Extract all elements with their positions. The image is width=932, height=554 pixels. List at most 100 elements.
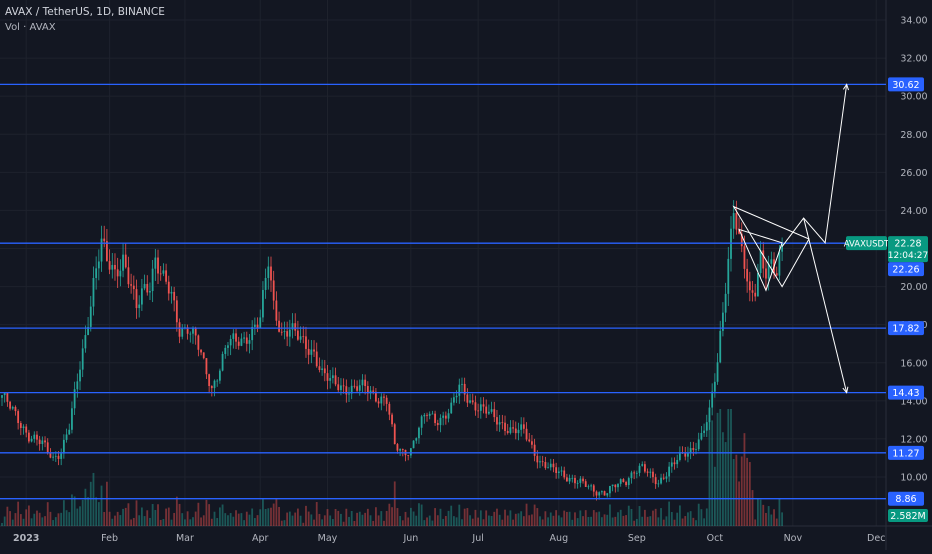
candle-body xyxy=(592,485,595,492)
volume-bar xyxy=(563,510,566,526)
volume-bar xyxy=(353,520,356,526)
volume-bar xyxy=(229,513,232,526)
candle-body xyxy=(326,373,329,381)
volume-bar xyxy=(436,515,439,526)
candle-body xyxy=(746,268,749,282)
x-tick-label: 2023 xyxy=(13,533,39,544)
volume-bar xyxy=(662,519,665,526)
volume-tag xyxy=(888,509,928,522)
volume-bar xyxy=(560,517,563,526)
candle-body xyxy=(192,328,194,334)
last-price-text: 22.28 xyxy=(894,239,921,250)
candle-body xyxy=(471,400,474,403)
volume-bar xyxy=(270,507,272,526)
volume-bar xyxy=(485,510,488,526)
candle-body xyxy=(751,290,754,293)
volume-bar xyxy=(345,508,348,526)
candle-body xyxy=(676,459,679,465)
candle-body xyxy=(544,461,547,468)
volume-bar xyxy=(630,508,633,526)
candle-body xyxy=(450,402,453,414)
candle-body xyxy=(528,439,531,442)
volume-bar xyxy=(189,519,192,526)
candle-body xyxy=(477,410,480,412)
volume-bar xyxy=(202,515,205,526)
y-tick-label: 12.00 xyxy=(900,434,927,445)
volume-bar xyxy=(641,516,644,526)
candle-body xyxy=(708,407,711,423)
candle-body xyxy=(412,440,415,449)
volume-bar xyxy=(366,508,369,526)
volume-bar xyxy=(409,507,412,526)
candle-body xyxy=(778,251,781,276)
candle-body xyxy=(689,448,692,453)
volume-bar xyxy=(496,508,498,526)
candle-body xyxy=(415,438,418,441)
volume-bar xyxy=(383,520,385,526)
candle-body xyxy=(356,386,358,391)
volume-bar xyxy=(89,481,92,526)
candle-body xyxy=(668,466,671,477)
volume-bar xyxy=(337,510,340,526)
candle-body xyxy=(428,413,431,416)
volume-bar xyxy=(95,497,98,526)
last-price-tag xyxy=(888,236,928,263)
volume-bar xyxy=(3,516,6,526)
volume-bar xyxy=(423,520,426,526)
volume-bar xyxy=(695,520,697,526)
volume-bar xyxy=(552,515,555,526)
y-tick-label: 16.00 xyxy=(900,358,927,369)
x-tick-label: Jul xyxy=(471,533,483,544)
candle-body xyxy=(76,381,79,390)
candle-body xyxy=(377,401,380,404)
candle-body xyxy=(221,353,224,371)
candle-body xyxy=(568,477,571,482)
candle-body xyxy=(342,385,345,387)
volume-bar xyxy=(582,516,584,526)
volume-bar xyxy=(412,511,415,526)
volume-bar xyxy=(458,504,461,526)
volume-bar xyxy=(477,517,480,526)
candle-body xyxy=(716,362,719,382)
volume-bar xyxy=(253,518,256,526)
candle-body xyxy=(358,385,361,391)
volume-bar xyxy=(716,412,719,526)
candle-body xyxy=(595,491,598,496)
volume-bar xyxy=(622,515,625,526)
volume-bar xyxy=(323,515,326,526)
x-tick-label: Mar xyxy=(176,533,194,544)
candle-body xyxy=(665,476,668,479)
candle-body xyxy=(272,280,275,301)
candle-body xyxy=(657,483,660,485)
candle-body xyxy=(170,291,173,294)
candle-body xyxy=(684,452,687,457)
candle-body xyxy=(119,270,122,277)
volume-bar xyxy=(307,511,310,526)
candle-body xyxy=(366,386,369,394)
volume-bar xyxy=(302,522,305,526)
candle-body xyxy=(157,257,159,274)
candle-body xyxy=(364,379,367,387)
candle-body xyxy=(138,304,141,309)
candle-body xyxy=(208,374,211,387)
volume-bar xyxy=(100,485,103,526)
candle-body xyxy=(41,440,44,444)
volume-bar xyxy=(711,420,714,526)
volume-bar xyxy=(617,512,619,526)
volume-bar xyxy=(555,510,558,526)
volume-bar xyxy=(213,511,216,526)
volume-bar xyxy=(60,512,63,526)
volume-bar xyxy=(149,517,151,526)
volume-bar xyxy=(251,508,254,526)
volume-bar xyxy=(684,516,687,526)
volume-bar xyxy=(765,512,767,526)
candle-body xyxy=(662,477,665,479)
volume-bar xyxy=(719,409,722,526)
volume-bar xyxy=(41,517,44,526)
candle-body xyxy=(240,338,243,346)
candle-body xyxy=(670,462,673,467)
candle-body xyxy=(248,340,251,344)
candle-body xyxy=(251,326,254,341)
